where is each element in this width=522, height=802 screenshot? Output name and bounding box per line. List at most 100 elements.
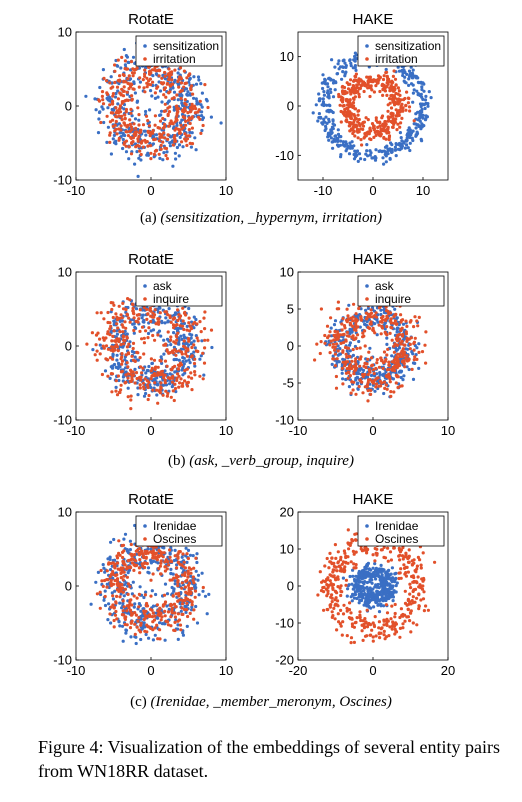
scatter-point <box>171 607 174 610</box>
scatter-point <box>189 612 192 615</box>
scatter-point <box>182 328 185 331</box>
scatter-point <box>371 582 374 585</box>
scatter-point <box>391 566 394 569</box>
scatter-point <box>165 558 168 561</box>
scatter-point <box>186 90 189 93</box>
scatter-point <box>210 116 213 119</box>
scatter-point <box>169 316 172 319</box>
scatter-point <box>203 83 206 86</box>
scatter-point <box>349 575 352 578</box>
scatter-point <box>381 326 384 329</box>
scatter-point <box>363 90 366 93</box>
scatter-point <box>114 600 117 603</box>
scatter-point <box>187 119 190 122</box>
scatter-point <box>117 568 120 571</box>
scatter-point <box>177 594 180 597</box>
scatter-point <box>405 330 408 333</box>
scatter-point <box>376 358 379 361</box>
scatter-point <box>101 90 104 93</box>
scatter-point <box>421 117 424 120</box>
scatter-point <box>157 317 160 320</box>
scatter-point <box>190 355 193 358</box>
scatter-point <box>393 69 396 72</box>
scatter-point <box>378 121 381 124</box>
scatter-point <box>111 594 114 597</box>
scatter-point <box>349 62 352 65</box>
scatter-point <box>398 371 401 374</box>
scatter-point <box>386 110 389 113</box>
scatter-point <box>415 134 418 137</box>
scatter-point <box>129 635 132 638</box>
scatter-point <box>189 88 192 91</box>
scatter-point <box>181 325 184 328</box>
scatter-point <box>154 91 157 94</box>
x-tick-label: 0 <box>369 183 376 198</box>
scatter-point <box>420 81 423 84</box>
scatter-point <box>363 136 366 139</box>
scatter-point <box>364 344 367 347</box>
scatter-point <box>357 129 360 132</box>
scatter-point <box>124 59 127 62</box>
scatter-point <box>138 86 141 89</box>
scatter-point <box>120 93 123 96</box>
scatter-point <box>136 393 139 396</box>
scatter-point <box>152 138 155 141</box>
scatter-point <box>140 153 143 156</box>
scatter-point <box>408 131 411 134</box>
scatter-point <box>108 612 111 615</box>
scatter-point <box>127 87 130 90</box>
scatter-point <box>194 605 197 608</box>
scatter-point <box>395 584 398 587</box>
scatter-point <box>180 363 183 366</box>
scatter-point <box>350 392 353 395</box>
scatter-point <box>158 389 161 392</box>
scatter-point <box>134 91 137 94</box>
scatter-point <box>178 154 181 157</box>
scatter-point <box>403 97 406 100</box>
scatter-point <box>392 117 395 120</box>
scatter-point <box>190 146 193 149</box>
scatter-point <box>151 374 154 377</box>
scatter-point <box>385 68 388 71</box>
scatter-point <box>206 612 209 615</box>
scatter-point <box>378 324 381 327</box>
scatter-point <box>386 547 389 550</box>
scatter-point <box>96 311 99 314</box>
scatter-point <box>330 58 333 61</box>
scatter-point <box>390 321 393 324</box>
scatter-point <box>185 76 188 79</box>
scatter-point <box>386 374 389 377</box>
scatter-point <box>180 610 183 613</box>
scatter-point <box>151 74 154 77</box>
x-tick-label: 0 <box>369 423 376 438</box>
scatter-point <box>137 313 140 316</box>
scatter-point <box>398 89 401 92</box>
scatter-point <box>385 353 388 356</box>
scatter-point <box>155 133 158 136</box>
scatter-point <box>334 134 337 137</box>
scatter-point <box>159 373 162 376</box>
scatter-point <box>201 572 204 575</box>
scatter-point <box>162 603 165 606</box>
scatter-point <box>138 593 141 596</box>
scatter-point <box>385 383 388 386</box>
scatter-point <box>184 98 187 101</box>
scatter-point <box>193 373 196 376</box>
scatter-point <box>190 346 193 349</box>
scatter-point <box>162 546 165 549</box>
scatter-point <box>159 335 162 338</box>
scatter-point <box>183 574 186 577</box>
scatter-point <box>181 385 184 388</box>
scatter-point <box>112 125 115 128</box>
scatter-point <box>129 407 132 410</box>
scatter-point <box>135 371 138 374</box>
scatter-point <box>173 134 176 137</box>
scatter-point <box>162 376 165 379</box>
scatter-point <box>381 94 384 97</box>
scatter-point <box>354 539 357 542</box>
y-tick-label: 10 <box>280 265 294 280</box>
scatter-point <box>194 590 197 593</box>
scatter-point <box>175 119 178 122</box>
scatter-point <box>105 91 108 94</box>
